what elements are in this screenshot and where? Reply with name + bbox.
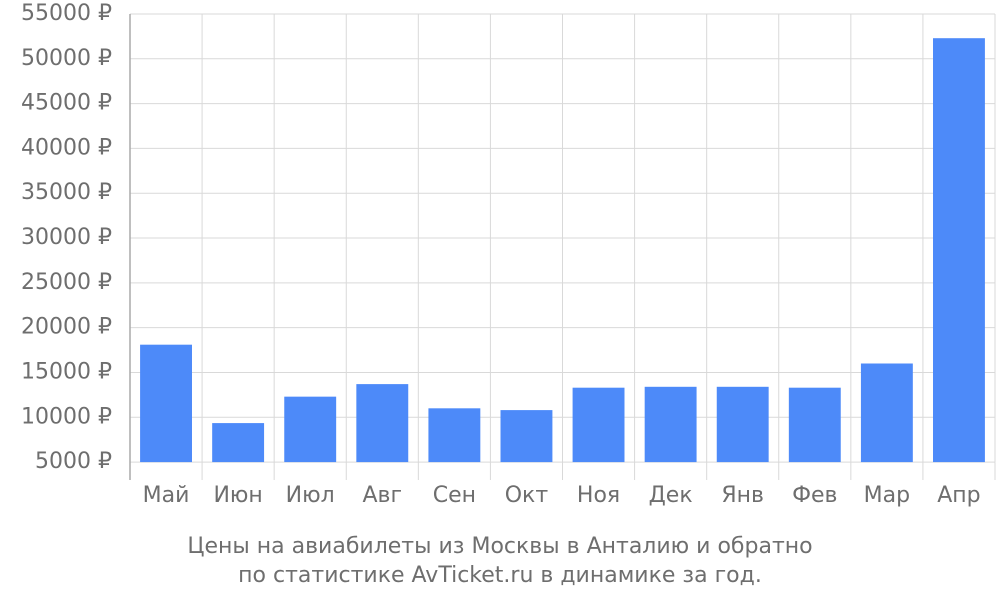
x-tick-label: Ноя: [577, 483, 620, 508]
bar: [212, 423, 265, 463]
x-tick-label: Июл: [286, 483, 335, 508]
x-tick-label: Фев: [792, 483, 837, 508]
bar: [428, 408, 481, 463]
y-tick-label: 15000 ₽: [21, 359, 112, 384]
x-tick-label: Июн: [213, 483, 262, 508]
x-tick-label: Май: [143, 483, 190, 508]
bar: [356, 384, 409, 463]
y-tick-label: 40000 ₽: [21, 135, 112, 160]
bar: [500, 410, 553, 463]
x-tick-label: Мар: [864, 483, 910, 508]
bar: [140, 344, 192, 463]
bar: [716, 386, 769, 463]
bar: [572, 387, 625, 463]
x-tick-label: Сен: [433, 483, 476, 508]
chart-subtitle: по статистике AvTicket.ru в динамике за …: [238, 563, 762, 588]
y-tick-label: 30000 ₽: [21, 225, 112, 250]
y-tick-label: 10000 ₽: [21, 404, 112, 429]
bar: [860, 363, 913, 463]
y-tick-label: 25000 ₽: [21, 270, 112, 295]
x-tick-label: Апр: [937, 483, 980, 508]
y-tick-label: 50000 ₽: [21, 46, 112, 71]
bar: [284, 396, 337, 463]
y-tick-label: 20000 ₽: [21, 315, 112, 340]
y-tick-label: 45000 ₽: [21, 91, 112, 116]
bar: [788, 387, 841, 463]
y-tick-label: 5000 ₽: [35, 449, 112, 474]
x-tick-label: Авг: [363, 483, 403, 508]
bar: [933, 38, 985, 463]
chart-title: Цены на авиабилеты из Москвы в Анталию и…: [187, 534, 812, 559]
x-tick-label: Дек: [649, 483, 693, 508]
bar: [644, 386, 697, 463]
x-tick-label: Окт: [505, 483, 549, 508]
x-tick-label: Янв: [721, 483, 764, 508]
y-tick-label: 35000 ₽: [21, 180, 112, 205]
y-tick-label: 55000 ₽: [21, 1, 112, 26]
